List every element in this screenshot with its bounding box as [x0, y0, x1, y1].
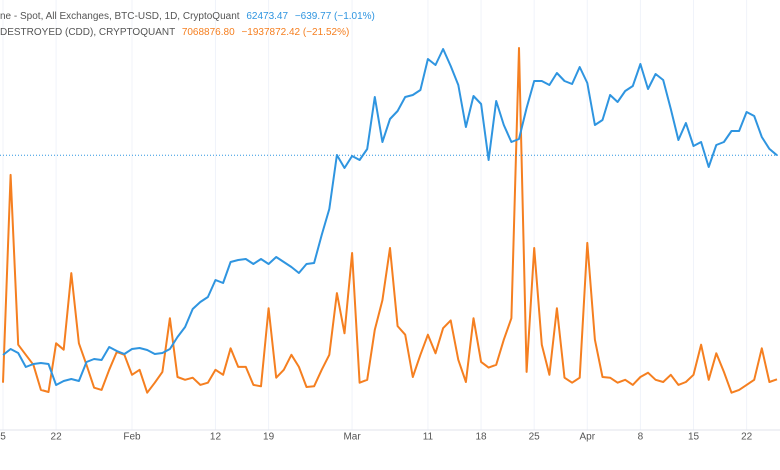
x-tick-label: 22	[741, 432, 753, 443]
x-tick-label: 22	[51, 432, 63, 443]
x-tick-label: 5	[0, 432, 6, 443]
legend-name: DESTROYED (CDD), CRYPTOQUANT	[0, 27, 175, 38]
series-line	[2, 47, 778, 394]
legend-change: −1937872.42 (−21.52%)	[241, 27, 349, 38]
legend-entry: DESTROYED (CDD), CRYPTOQUANT 7068876.80 …	[0, 27, 349, 38]
legend-name: ne - Spot, All Exchanges, BTC-USD, 1D, C…	[0, 11, 240, 22]
x-tick-label: Mar	[343, 432, 361, 443]
x-tick-label: 18	[475, 432, 487, 443]
x-tick-label: Feb	[123, 432, 141, 443]
x-tick-label: 8	[638, 432, 644, 443]
x-tick-label: 15	[688, 432, 700, 443]
series-line	[2, 48, 778, 386]
legend-last: 7068876.80	[182, 27, 235, 38]
x-tick-label: 12	[210, 432, 222, 443]
legend-change: −639.77 (−1.01%)	[295, 11, 375, 22]
x-tick-label: 25	[529, 432, 541, 443]
legend-last: 62473.47	[246, 11, 288, 22]
x-tick-label: 19	[263, 432, 275, 443]
x-tick-label: 11	[423, 432, 434, 443]
legend-entry: ne - Spot, All Exchanges, BTC-USD, 1D, C…	[0, 11, 375, 22]
x-tick-label: Apr	[580, 432, 596, 443]
